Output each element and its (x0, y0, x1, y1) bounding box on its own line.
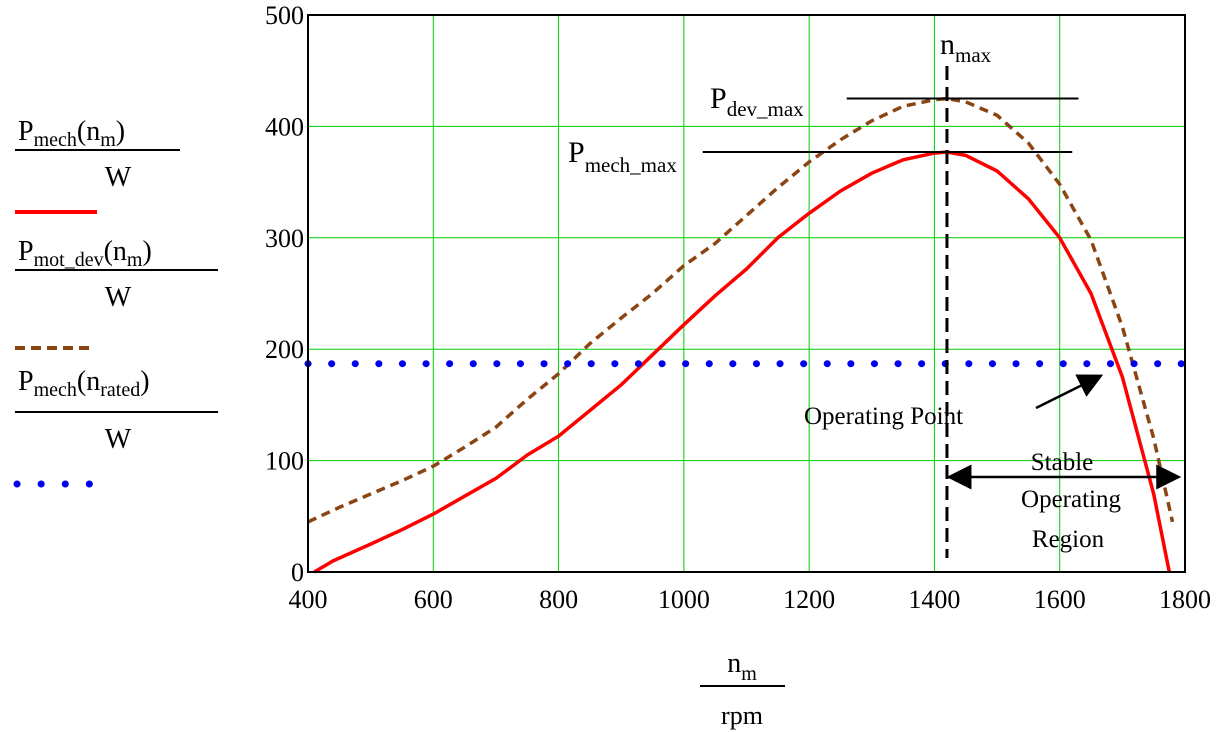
series-line-mech (313, 150, 1172, 574)
p-mech-max-label: Pmech_max (568, 136, 677, 177)
legend-mech-denominator: W (105, 162, 132, 193)
y-tick-label-200: 200 (265, 335, 304, 364)
x-tick-label-800: 800 (539, 585, 578, 614)
stable-region-label-line1: Stable (1031, 449, 1094, 476)
legend-rated-denominator: W (105, 424, 132, 455)
tick-labels: 400 600 800 1000 1200 1400 1600 1800 0 100 200 300 4… (265, 1, 1211, 614)
p-dev-max-label: Pdev_max (710, 82, 804, 121)
legend-entry-rated: Pmech(nrated) W (13, 366, 218, 488)
y-tick-label-100: 100 (265, 447, 304, 476)
stable-region-label-line3: Region (1032, 526, 1105, 553)
x-tick-label-600: 600 (414, 585, 453, 614)
x-label-num-sub: m (741, 663, 757, 685)
x-tick-label-400: 400 (289, 585, 328, 614)
x-axis-label: nm rpm (700, 648, 785, 730)
legend-dev-label: Pmot_dev(nm) (18, 236, 152, 271)
x-tick-label-1200: 1200 (783, 585, 835, 614)
annotations (702, 66, 1182, 558)
x-label-num-main: n (727, 648, 741, 679)
operating-point-label: Operating Point (804, 403, 963, 430)
n-max-label: nmax (940, 28, 992, 67)
y-tick-label-400: 400 (265, 112, 304, 141)
x-tick-label-1600: 1600 (1034, 585, 1086, 614)
plot-frame (307, 14, 1186, 573)
x-axis-label-denominator: rpm (721, 701, 763, 730)
x-tick-label-1800: 1800 (1159, 585, 1211, 614)
stable-region-label-line2: Operating (1021, 486, 1121, 513)
x-axis-label-numerator: nm (727, 648, 757, 685)
legend-entry-dev: Pmot_dev(nm) W (15, 236, 218, 350)
series-group (304, 96, 1189, 574)
grid (308, 15, 1185, 572)
annotation-labels: nmax Pdev_max Pmech_max Operating Point … (568, 28, 1121, 553)
y-tick-label-500: 500 (265, 1, 304, 30)
legend-entry-mech: Pmech(nm) W (15, 116, 180, 214)
x-tick-label-1000: 1000 (658, 585, 710, 614)
series-line-dev (307, 96, 1175, 524)
legend: Pmech(nm) W Pmot_dev(nm) W Pmech(nrated)… (13, 116, 218, 488)
y-tick-label-0: 0 (291, 558, 304, 587)
legend-rated-label: Pmech(nrated) (18, 366, 150, 401)
legend-mech-label: Pmech(nm) (18, 116, 125, 151)
y-tick-label-300: 300 (265, 224, 304, 253)
operating-point-arrow (1035, 374, 1104, 410)
x-tick-label-1400: 1400 (908, 585, 960, 614)
legend-dev-denominator: W (105, 282, 132, 313)
